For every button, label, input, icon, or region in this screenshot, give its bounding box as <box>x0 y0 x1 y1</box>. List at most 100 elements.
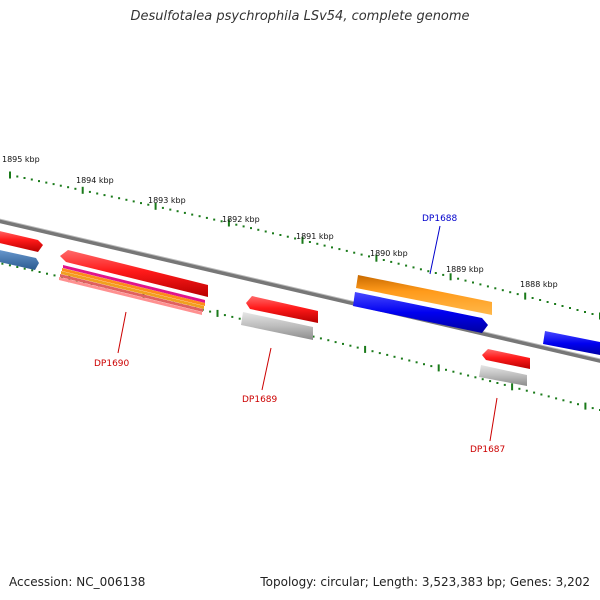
scale-tick-minor <box>110 195 113 198</box>
scale-tick-minor <box>338 248 341 251</box>
scale-tick-minor <box>554 303 557 305</box>
scale-tick-minor <box>393 355 396 358</box>
scale-tick-major <box>511 383 514 391</box>
gene-feature-left-steel[interactable] <box>0 249 39 270</box>
scale-tick-minor <box>390 260 393 263</box>
scale-tick-minor <box>368 255 370 258</box>
scale-tick-minor <box>561 305 564 307</box>
scale-tick-minor <box>539 299 542 301</box>
scale-tick-minor <box>479 283 482 286</box>
scale-tick-major <box>524 292 527 300</box>
map-title: Desulfotalea psychrophila LSv54, complet… <box>130 9 470 24</box>
scale-tick-minor <box>53 274 56 277</box>
scale-tick-minor <box>452 370 455 373</box>
scale-tick-minor <box>205 216 208 219</box>
scale-tick-minor <box>509 291 512 294</box>
scale-tick-minor <box>331 246 333 249</box>
scale-tick-minor <box>30 178 33 181</box>
accession-text: Accession: NC_006138 <box>9 575 146 589</box>
scale-tick-major <box>449 273 452 281</box>
scale-tick-minor <box>23 267 26 270</box>
scale-tick-minor <box>457 277 460 280</box>
scale-tick-minor <box>272 232 274 235</box>
scale-tick-minor <box>46 272 48 275</box>
scale-tick-minor <box>423 363 425 366</box>
leader-line-dp1687 <box>489 397 498 442</box>
scale-label: 1893 kbp <box>148 196 186 205</box>
scale-tick-major <box>9 171 11 179</box>
scale-tick-minor <box>540 393 543 396</box>
scale-tick-minor <box>16 175 19 178</box>
gene-feature-right-blue[interactable] <box>543 331 600 356</box>
scale-tick-minor <box>242 225 245 228</box>
leader-line-dp1689 <box>261 347 272 391</box>
scale-tick-minor <box>74 187 77 190</box>
scale-tick-minor <box>562 399 565 402</box>
gene-feature-dp1690[interactable] <box>59 250 208 315</box>
scale-tick-minor <box>286 235 289 238</box>
scale-tick-minor <box>408 359 411 362</box>
gene-label-dp1690[interactable]: DP1690 <box>94 359 130 369</box>
gene-label-dp1687[interactable]: DP1687 <box>470 445 505 455</box>
scale-tick-minor <box>356 346 359 349</box>
scale-tick-minor <box>257 228 260 231</box>
scale-tick-minor <box>16 266 19 268</box>
scale-tick-minor <box>238 317 241 320</box>
scale-tick-minor <box>547 395 550 398</box>
scale-tick-major <box>81 186 84 194</box>
scale-tick-minor <box>371 350 374 353</box>
scale-label: 1890 kbp <box>370 249 408 258</box>
scale-tick-minor <box>415 361 418 364</box>
gene-feature-dp1688[interactable] <box>353 275 492 333</box>
gene-feature-dp1687[interactable] <box>479 349 530 386</box>
scale-tick-minor <box>503 383 506 386</box>
scale-tick-minor <box>430 365 433 368</box>
scale-tick-minor <box>489 380 492 383</box>
scale-tick-minor <box>459 372 462 375</box>
scale-label: 1894 kbp <box>76 176 114 185</box>
scale-tick-minor <box>312 335 315 338</box>
scale-tick-minor <box>525 389 528 392</box>
gene-feature-dp1689[interactable] <box>241 296 318 340</box>
scale-tick-minor <box>279 234 282 236</box>
scale-tick-minor <box>445 368 447 371</box>
scale-tick-minor <box>235 223 238 226</box>
leader-lines <box>117 225 498 442</box>
scale-tick-minor <box>125 198 128 201</box>
scale-tick-minor <box>1 262 4 265</box>
scale-tick-major <box>375 254 378 262</box>
scale-tick-major <box>364 345 367 353</box>
scale-label: 1891 kbp <box>296 232 334 241</box>
scale-tick-minor <box>209 310 212 313</box>
scale-tick-major <box>584 402 587 410</box>
genome-backbone <box>0 218 600 363</box>
scale-tick-minor <box>397 262 400 265</box>
scale-tick-minor <box>308 241 311 243</box>
gene-label-dp1688[interactable]: DP1688 <box>422 214 458 224</box>
scale-label: 1895 kbp <box>2 155 40 164</box>
scale-labels: 1895 kbp 1894 kbp 1893 kbp 1892 kbp 1891… <box>2 155 558 289</box>
scale-tick-major <box>227 219 230 227</box>
scale-tick-minor <box>382 259 385 261</box>
gene-feature-left-red-upper[interactable] <box>0 230 43 252</box>
scale-tick-minor <box>213 218 216 221</box>
scale-tick-minor <box>591 313 594 315</box>
scale-tick-minor <box>38 180 40 183</box>
scale-tick-minor <box>501 289 504 292</box>
gene-label-dp1689[interactable]: DP1689 <box>242 395 278 405</box>
scale-tick-minor <box>584 311 586 313</box>
scale-tick-minor <box>400 357 403 360</box>
scale-tick-minor <box>319 337 322 340</box>
scale-tick-minor <box>23 177 26 179</box>
scale-tick-minor <box>467 374 470 377</box>
scale-tick-minor <box>464 279 467 282</box>
scale-tick-minor <box>591 407 594 410</box>
scale-tick-minor <box>147 203 150 206</box>
scale-tick-minor <box>220 220 223 223</box>
scale-tick-minor <box>486 285 489 288</box>
scale-tick-minor <box>474 376 477 379</box>
scale-tick-minor <box>569 307 571 309</box>
scale-tick-minor <box>140 202 142 205</box>
scale-tick-minor <box>555 397 558 400</box>
scale-tick-minor <box>191 213 194 216</box>
